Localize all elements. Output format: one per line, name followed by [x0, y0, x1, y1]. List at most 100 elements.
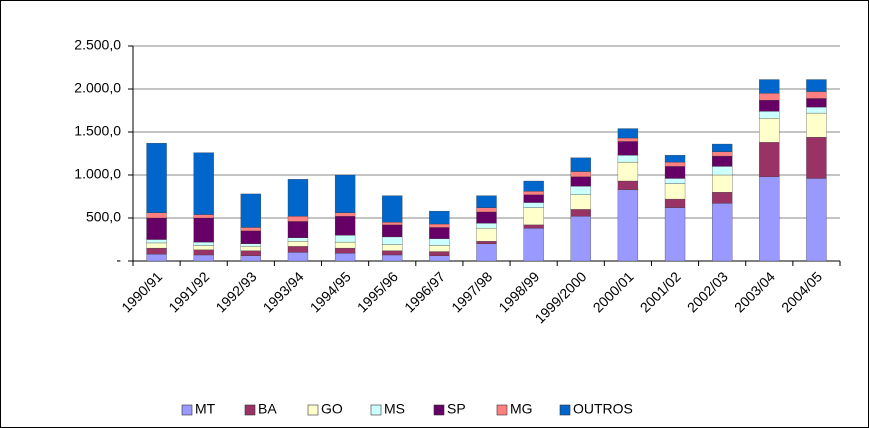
bar-segment [570, 157, 591, 172]
bar-segment [664, 183, 686, 200]
bar-segment [429, 251, 450, 256]
bar-segment [759, 79, 780, 94]
y-tick-label: 2.500,0 [74, 37, 121, 53]
bar-segment [712, 143, 733, 152]
bar-segment [146, 143, 167, 213]
bar-segment [523, 180, 544, 192]
bar-segment [712, 155, 733, 167]
bar-segment [334, 212, 356, 217]
bar-segment [664, 178, 686, 184]
bar-segment [712, 166, 733, 176]
bar-segment [146, 247, 167, 255]
bar-segment [382, 224, 403, 238]
bar-segment [476, 207, 497, 213]
legend-label: GO [321, 401, 343, 417]
bar-segment [712, 192, 733, 204]
bar-segment [806, 178, 827, 262]
bar-segment [287, 241, 309, 247]
bar-segment [806, 106, 827, 114]
bar-segment [476, 228, 497, 242]
bar-segment [382, 222, 403, 226]
bar-segment [146, 242, 167, 249]
bar-segment [429, 227, 450, 239]
bar-segment [287, 216, 309, 222]
bar-segment [193, 152, 214, 215]
bar-segment [146, 217, 167, 240]
legend-swatch [559, 404, 571, 416]
bar-segment [476, 241, 497, 244]
bar-segment [240, 193, 261, 228]
bar-segment [193, 241, 214, 246]
bar-segment [617, 161, 639, 182]
y-tick-label: 1.500,0 [74, 123, 121, 139]
bar-segment [146, 239, 167, 244]
bar-segment [664, 155, 686, 163]
bar-segment [759, 118, 780, 143]
bar-segment [617, 137, 639, 142]
legend-swatch [496, 404, 508, 416]
legend-swatch [433, 404, 445, 416]
bar-segment [523, 207, 544, 226]
bar-segment [759, 93, 780, 101]
bar-segment [664, 166, 686, 179]
legend-label: MS [384, 401, 405, 417]
bar-segment [523, 202, 544, 208]
bar-segment [712, 151, 733, 157]
bar-segment [429, 245, 450, 252]
bar-segment [476, 195, 497, 208]
bar-segment [240, 250, 261, 256]
bar-segment [664, 207, 686, 262]
bar-segment [334, 235, 356, 243]
bar-segment [429, 255, 450, 262]
bar-segment [240, 255, 261, 262]
bar-segment [382, 250, 403, 256]
bar-segment [570, 209, 591, 217]
bar-segment [429, 223, 450, 228]
bar-segment [334, 247, 356, 254]
bar-segment [382, 195, 403, 223]
bar-segment [334, 241, 356, 249]
bar-segment [617, 155, 639, 163]
bar-segment [193, 254, 214, 262]
bar-segment [240, 246, 261, 251]
legend-swatch [307, 404, 319, 416]
bar-segment [382, 254, 403, 262]
legend-label: BA [258, 401, 277, 417]
bar-segment [240, 230, 261, 244]
bar-segment [806, 79, 827, 92]
bar-segment [570, 216, 591, 262]
bar-segment [382, 244, 403, 251]
bar-segment [287, 252, 309, 262]
bar-segment [382, 236, 403, 245]
bar-segment [617, 128, 639, 139]
bar-segment [146, 212, 167, 219]
bar-segment [712, 174, 733, 193]
legend-swatch [244, 404, 256, 416]
bar-segment [334, 253, 356, 262]
legend-swatch [181, 404, 193, 416]
bar-segment [759, 176, 780, 262]
legend-label: SP [447, 401, 466, 417]
bar-segment [759, 142, 780, 177]
bar-segment [193, 217, 214, 243]
bar-segment [617, 141, 639, 156]
bar-segment [523, 224, 544, 229]
bar-segment [287, 179, 309, 217]
legend-label: MG [510, 401, 533, 417]
bar-segment [806, 112, 827, 138]
bar-segment [806, 137, 827, 179]
bar-segment [806, 98, 827, 108]
bar-segment [617, 189, 639, 262]
bar-segment [523, 194, 544, 203]
bar-segment [240, 243, 261, 247]
bar-segment [664, 161, 686, 167]
bar-segment [287, 246, 309, 253]
bar-segment [193, 249, 214, 256]
bar-segment [664, 198, 686, 208]
bar-segment [759, 111, 780, 119]
bar-segment [429, 238, 450, 246]
legend-label: OUTROS [573, 401, 633, 417]
bar-segment [476, 223, 497, 229]
y-tick-label: 2.000,0 [74, 80, 121, 96]
bar-segment [334, 174, 356, 213]
